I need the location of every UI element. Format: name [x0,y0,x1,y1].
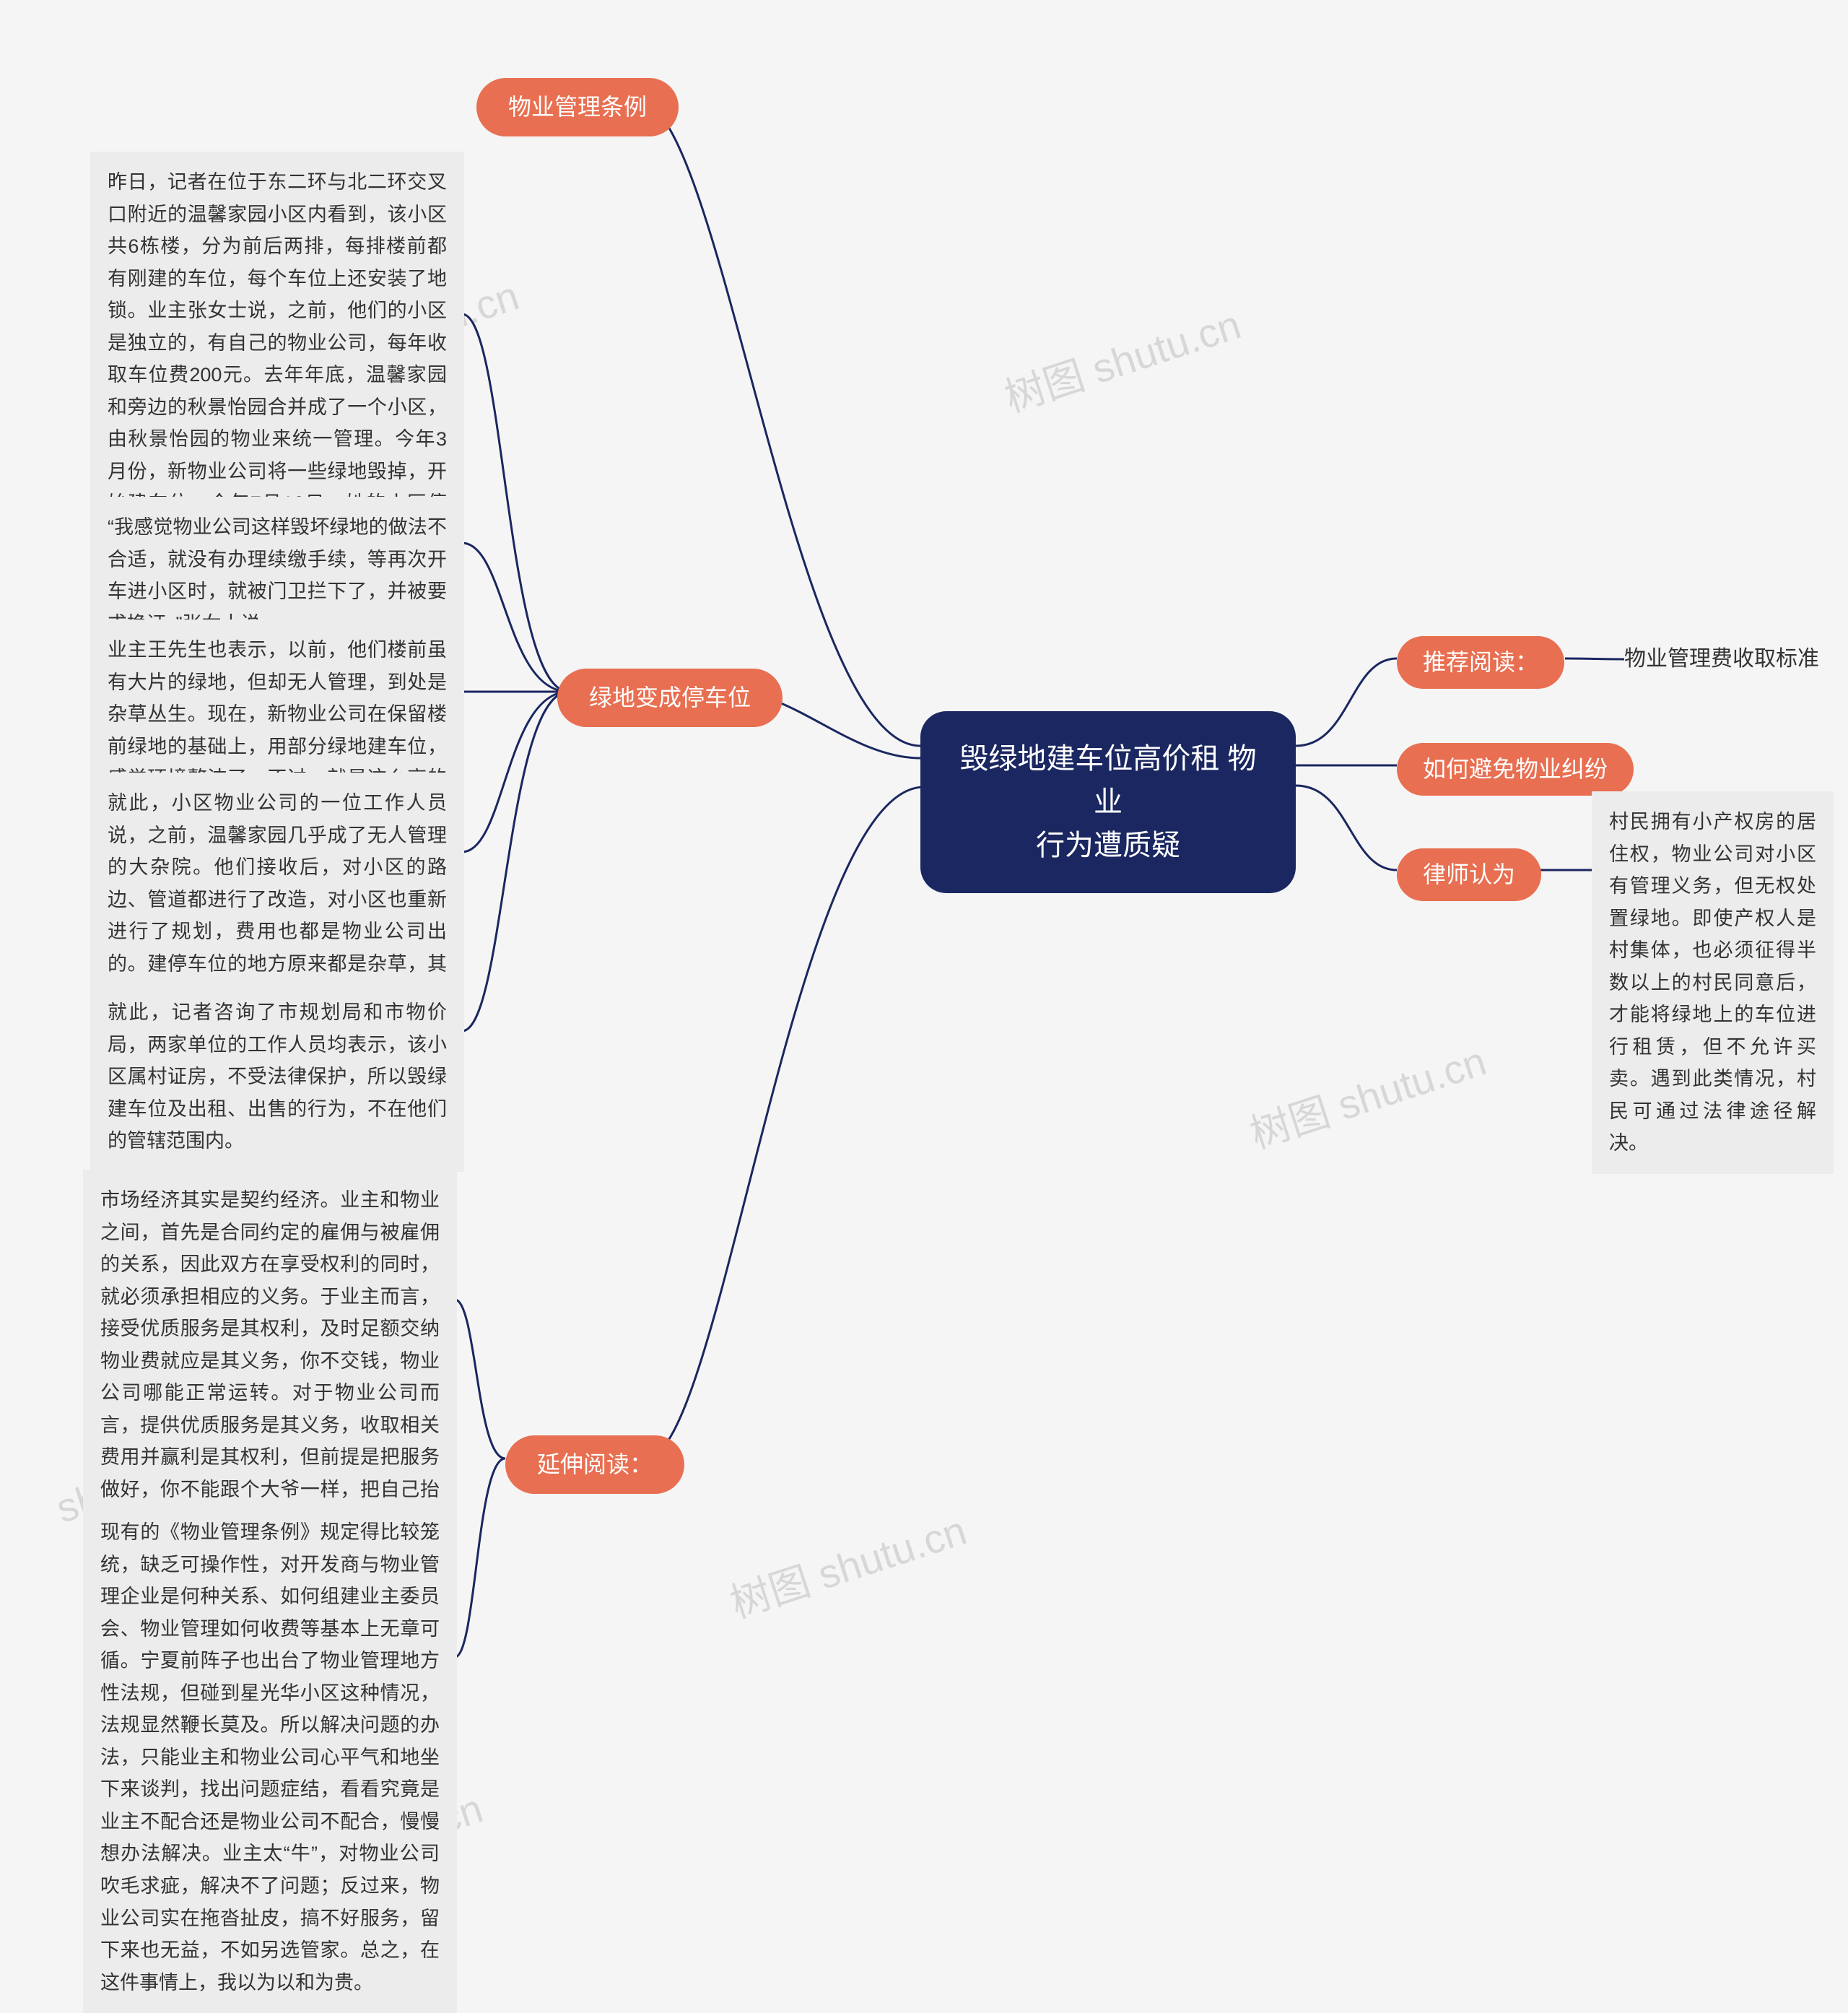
branch-recommended[interactable]: 推荐阅读： [1397,636,1564,689]
watermark: 树图 shutu.cn [996,292,1247,424]
watermark: 树图 shutu.cn [722,1498,973,1630]
leaf-recommended[interactable]: 物业管理费收取标准 [1624,644,1819,674]
center-line2: 行为遭质疑 [1036,830,1180,861]
branch-avoid-dispute[interactable]: 如何避免物业纠纷 [1397,743,1634,796]
text-green-5: 就此，记者咨询了市规划局和市物价局，两家单位的工作人员均表示，该小区属村证房，不… [90,982,464,1172]
watermark: 树图 shutu.cn [1242,1029,1493,1160]
text-ext-2: 现有的《物业管理条例》规定得比较笼统，缺乏可操作性，对开发商与物业管理企业是何种… [83,1502,457,2013]
center-line1: 毁绿地建车位高价租 物业 [959,743,1256,818]
branch-extended-reading[interactable]: 延伸阅读： [505,1435,684,1494]
text-lawyer: 村民拥有小产权房的居住权，物业公司对小区有管理义务，但无权处置绿地。即使产权人是… [1592,791,1834,1174]
branch-property-mgmt[interactable]: 物业管理条例 [476,78,679,136]
branch-lawyer[interactable]: 律师认为 [1397,848,1541,901]
center-node[interactable]: 毁绿地建车位高价租 物业 行为遭质疑 [920,711,1296,893]
branch-green-parking[interactable]: 绿地变成停车位 [557,669,783,727]
